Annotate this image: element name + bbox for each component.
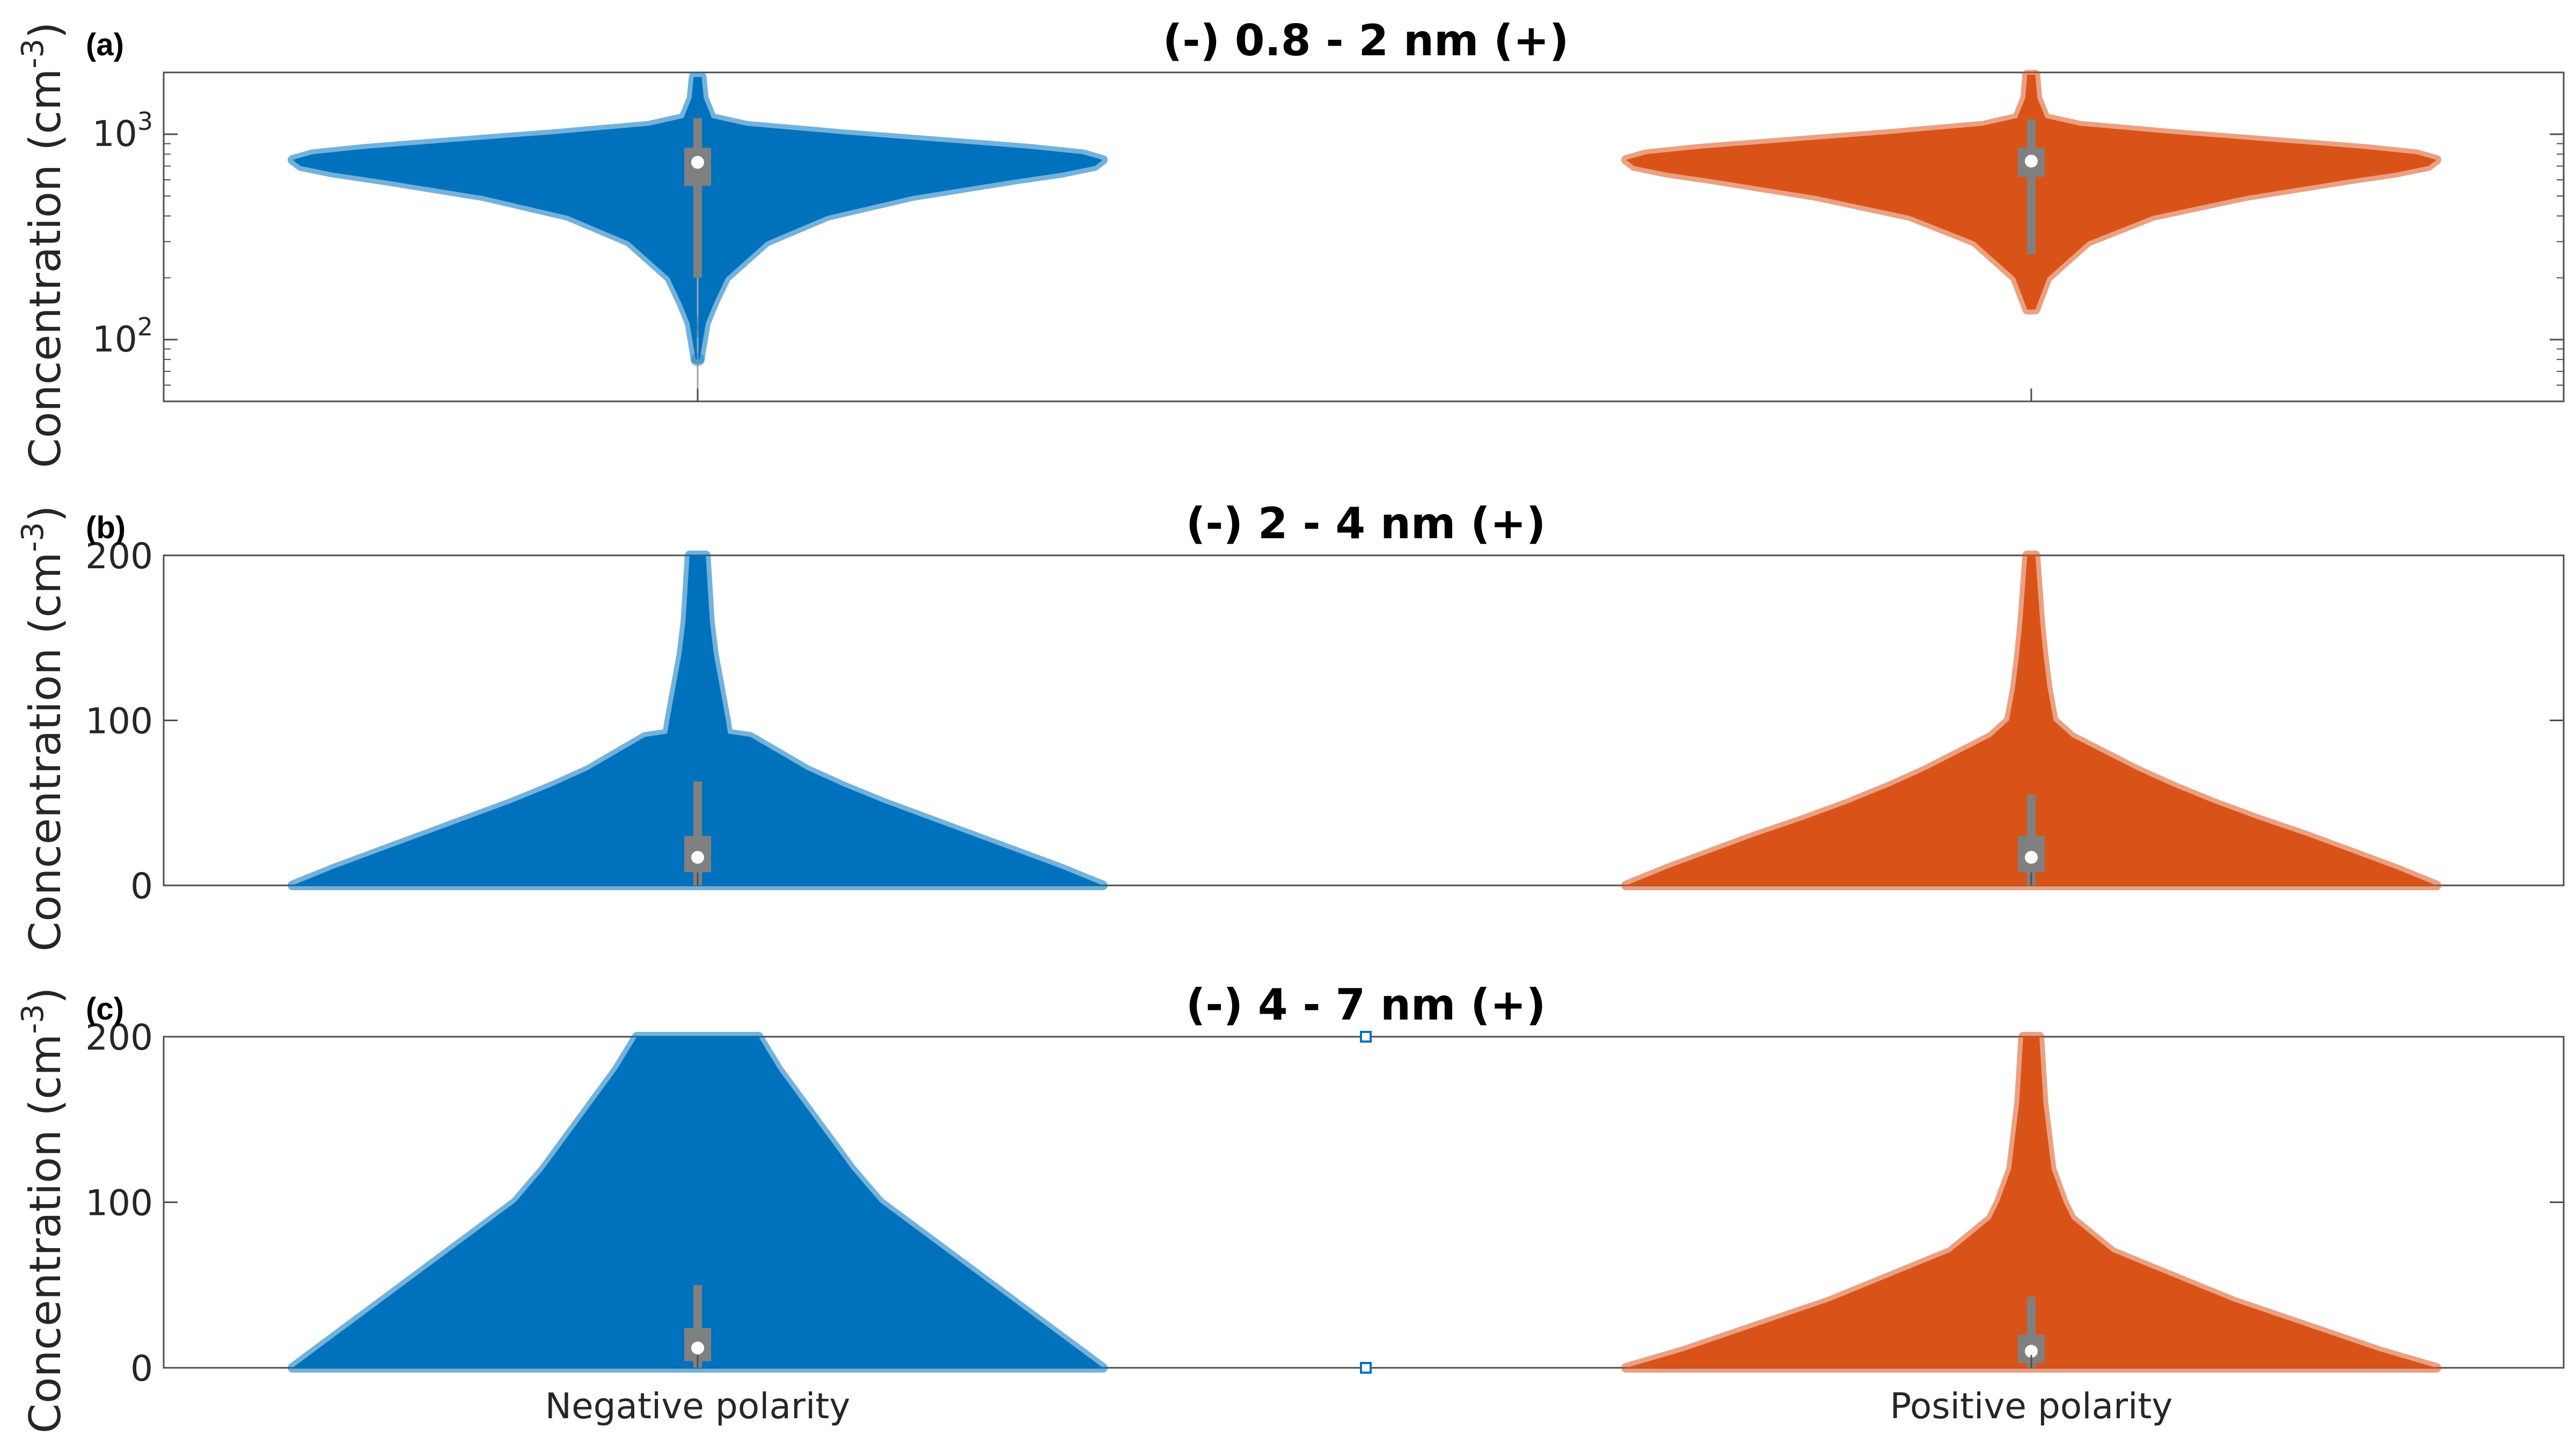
y-tick-label: 100 (85, 1183, 153, 1224)
panel-title: (-) 4 - 7 nm (+) (1186, 980, 1546, 1030)
median-dot (2025, 1345, 2038, 1358)
y-tick-label: 103 (92, 107, 153, 155)
median-dot (2025, 851, 2038, 864)
violin-negative (288, 551, 1108, 890)
violin-body (288, 551, 1108, 890)
y-tick-label: 100 (85, 701, 153, 742)
panels-layer: 102 103 (-) 0.8 - 2 nm (+) (a) Concentration… (16, 16, 2565, 1434)
panel-letter: (b) (86, 510, 126, 545)
y-axis-label: Concentration (cm-3) (16, 505, 70, 952)
median-dot (691, 156, 704, 169)
outlier-point (691, 316, 705, 331)
violin-positive (1621, 70, 2441, 314)
marker-point (1360, 1031, 1372, 1043)
panel-letter: (a) (86, 27, 124, 62)
panel-letter: (c) (86, 992, 124, 1027)
y-tick-label: 200 (85, 536, 153, 577)
violin-body (288, 1032, 1108, 1373)
y-axis-label: Concentration (cm-3) (16, 987, 70, 1434)
outlier-point (691, 352, 705, 367)
marker-point (1360, 1362, 1372, 1374)
y-tick-label: 200 (85, 1017, 153, 1058)
panel-c: 0 100 200 (-) 4 - 7 nm (+) (c) Concentration … (16, 980, 2565, 1434)
axes-box (163, 71, 2565, 402)
violin-body (1621, 551, 2441, 890)
y-tick-label: 0 (130, 1348, 153, 1389)
panel-b: 0 100 200 (-) 2 - 4 nm (+) (b) Concentration … (16, 499, 2565, 952)
panel-title: (-) 2 - 4 nm (+) (1186, 499, 1546, 548)
category-labels: Negative polarity Positive polarity (545, 1386, 2173, 1427)
violin-negative (288, 72, 1108, 401)
median-dot (691, 851, 704, 864)
violin-positive (1621, 1032, 2441, 1373)
median-dot (2025, 155, 2038, 168)
x-tick-label-negative: Negative polarity (545, 1386, 851, 1427)
violin-positive (1621, 551, 2441, 890)
y-tick-label: 102 (92, 312, 153, 360)
panel-title: (-) 0.8 - 2 nm (+) (1163, 16, 1569, 65)
median-dot (691, 1341, 704, 1354)
y-tick-label: 0 (130, 866, 153, 907)
y-axis-label: Concentration (cm-3) (16, 22, 70, 468)
violin-body (1621, 1032, 2441, 1373)
violin-negative (288, 1032, 1108, 1373)
x-tick-label-positive: Positive polarity (1890, 1386, 2173, 1427)
outlier-point (691, 324, 705, 338)
panel-a: 102 103 (-) 0.8 - 2 nm (+) (a) Concentration… (16, 16, 2565, 468)
